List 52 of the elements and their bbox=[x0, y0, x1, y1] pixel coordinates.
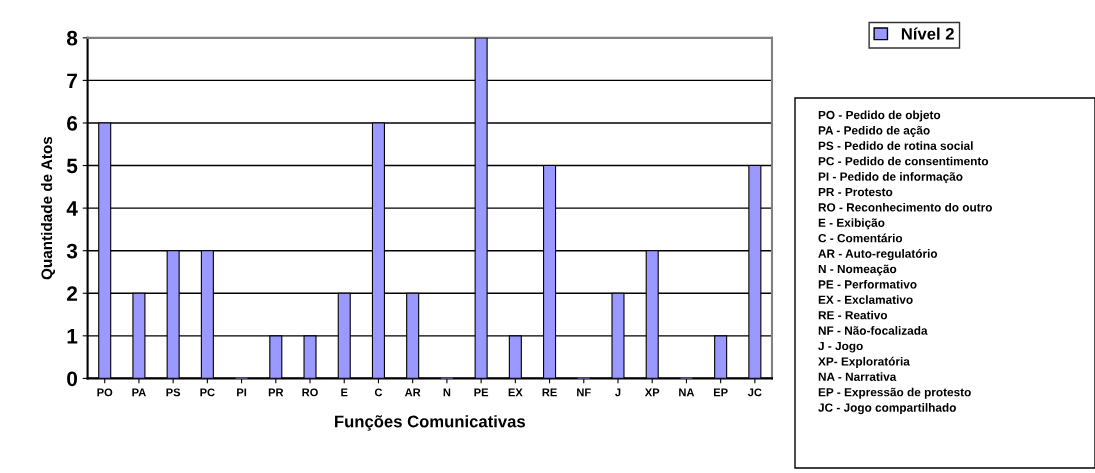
x-tick-label: C bbox=[374, 388, 383, 397]
x-tick-label: PA bbox=[132, 388, 146, 397]
x-tick-label: RE bbox=[542, 388, 557, 397]
y-tick-label: 7 bbox=[67, 73, 77, 88]
text: EX - Exclamativo bbox=[818, 295, 913, 304]
text: JC - Jogo compartilhado bbox=[818, 403, 956, 415]
text: PI - Pedido de informação bbox=[818, 172, 963, 184]
x-tick-label: AR bbox=[404, 388, 421, 397]
text: RE - Reativo bbox=[818, 310, 888, 320]
text: EP - Expressão de protesto bbox=[818, 387, 971, 399]
x-axis-title: Funções Comunicativas bbox=[335, 415, 525, 431]
x-tick-label: JC bbox=[747, 388, 762, 397]
x-tick-label: PI bbox=[237, 388, 247, 397]
x-tick-label: NF bbox=[577, 388, 591, 397]
text: NF - Não-focalizada bbox=[818, 326, 928, 335]
x-tick-label: PO bbox=[97, 388, 113, 397]
y-tick-label: 1 bbox=[67, 329, 78, 344]
text: N - Nomeação bbox=[818, 264, 897, 276]
x-tick-label: EX bbox=[508, 388, 523, 397]
x-tick-label: PR bbox=[268, 388, 284, 397]
text: E - Exibição bbox=[818, 218, 885, 230]
text: PR - Protesto bbox=[818, 187, 893, 197]
x-tick-label: RO bbox=[302, 388, 318, 397]
y-tick-label: 6 bbox=[67, 115, 78, 131]
text: J - Jogo bbox=[818, 341, 863, 353]
x-tick-label: NA bbox=[679, 388, 695, 397]
y-axis-title: Quantidade de Atos bbox=[40, 136, 56, 280]
x-tick-label: XP bbox=[644, 388, 660, 397]
text: PO - Pedido de objeto bbox=[818, 110, 941, 122]
x-tick-label: PS bbox=[166, 388, 181, 397]
text: PC - Pedido de consentimento bbox=[818, 156, 989, 166]
text: RO - Reconhecimento do outro bbox=[818, 202, 992, 212]
text: C - Comentário bbox=[818, 233, 903, 243]
y-tick-label: 5 bbox=[66, 158, 78, 174]
x-tick-label: PE bbox=[474, 388, 489, 397]
text: NA - Narrativa bbox=[818, 372, 897, 381]
text: PE - Performativo bbox=[818, 279, 917, 289]
y-tick-label: 4 bbox=[66, 201, 78, 216]
x-tick-label: EP bbox=[713, 388, 728, 397]
y-tick-label: 3 bbox=[66, 243, 78, 259]
x-tick-label: PC bbox=[200, 388, 215, 397]
x-tick-label: N bbox=[443, 388, 451, 397]
text: XP- Exploratória bbox=[818, 356, 910, 368]
y-tick-label: 0 bbox=[67, 371, 78, 387]
x-tick-label: E bbox=[341, 388, 348, 397]
text: PS - Pedido de rotina social bbox=[818, 141, 973, 150]
y-tick-label: 2 bbox=[67, 286, 78, 301]
y-tick-label: 8 bbox=[66, 30, 78, 46]
x-tick-label: J bbox=[615, 388, 621, 397]
text: PA - Pedido de ação bbox=[818, 125, 930, 137]
legend-label: Nível 2 bbox=[901, 27, 954, 40]
text: AR - Auto-regulatório bbox=[818, 249, 938, 261]
